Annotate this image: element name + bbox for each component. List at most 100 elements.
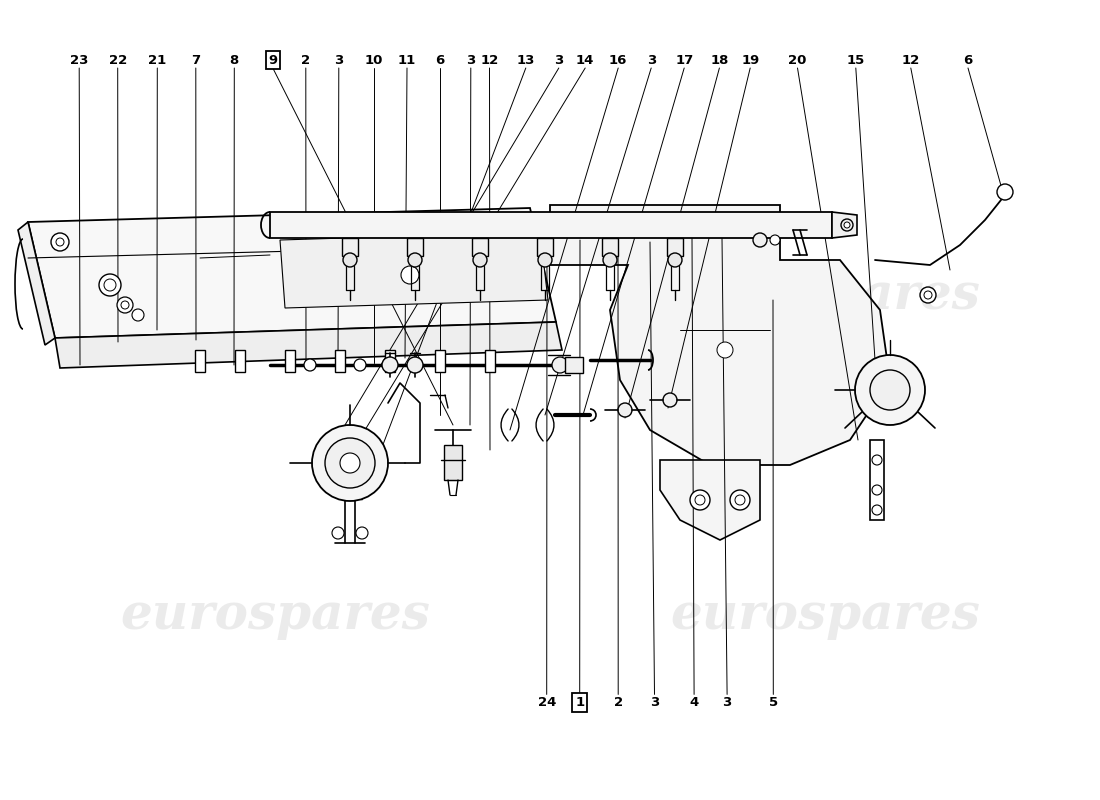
Circle shape [690, 490, 710, 510]
Text: 19: 19 [741, 54, 759, 66]
Text: 12: 12 [902, 54, 920, 66]
Circle shape [402, 266, 419, 284]
Text: 15: 15 [847, 54, 865, 66]
Circle shape [356, 527, 369, 539]
Circle shape [343, 253, 358, 267]
Text: 23: 23 [70, 54, 88, 66]
Bar [385, 350, 395, 372]
Text: 7: 7 [191, 54, 200, 66]
Text: 16: 16 [609, 54, 627, 66]
Circle shape [99, 274, 121, 296]
Circle shape [842, 219, 852, 231]
Circle shape [51, 233, 69, 251]
Circle shape [473, 253, 487, 267]
Bar [195, 350, 205, 372]
Text: 14: 14 [576, 54, 594, 66]
Text: 3: 3 [647, 54, 656, 66]
Circle shape [663, 393, 676, 407]
Circle shape [855, 355, 925, 425]
Circle shape [770, 235, 780, 245]
Text: 13: 13 [517, 54, 535, 66]
Text: 6: 6 [964, 54, 972, 66]
Polygon shape [472, 238, 488, 256]
Polygon shape [18, 222, 55, 345]
Text: eurospares: eurospares [670, 271, 980, 321]
Polygon shape [407, 238, 424, 256]
Circle shape [603, 253, 617, 267]
Circle shape [730, 490, 750, 510]
Text: 1: 1 [575, 696, 584, 709]
Text: eurospares: eurospares [120, 271, 430, 321]
Text: 2: 2 [614, 696, 623, 709]
Circle shape [872, 505, 882, 515]
Circle shape [324, 438, 375, 488]
Text: 10: 10 [365, 54, 383, 66]
Polygon shape [550, 205, 890, 465]
Circle shape [382, 357, 398, 373]
Bar [336, 350, 345, 372]
Polygon shape [342, 238, 358, 256]
Text: 8: 8 [230, 54, 239, 66]
Bar [434, 350, 446, 372]
Bar [870, 440, 884, 520]
Circle shape [552, 357, 568, 373]
Circle shape [332, 527, 344, 539]
Text: 24: 24 [538, 696, 556, 709]
Bar [565, 357, 583, 373]
Text: 3: 3 [650, 696, 659, 709]
Polygon shape [602, 238, 618, 256]
Circle shape [735, 495, 745, 505]
Polygon shape [537, 238, 553, 256]
Circle shape [668, 253, 682, 267]
Circle shape [920, 287, 936, 303]
Circle shape [354, 359, 366, 371]
Text: 17: 17 [675, 54, 693, 66]
Polygon shape [444, 445, 462, 480]
Text: 20: 20 [789, 54, 806, 66]
Text: 3: 3 [466, 54, 475, 66]
Polygon shape [28, 208, 556, 338]
Circle shape [104, 279, 116, 291]
Text: 6: 6 [436, 54, 444, 66]
Bar [235, 350, 245, 372]
Circle shape [312, 425, 388, 501]
Text: 3: 3 [334, 54, 343, 66]
Polygon shape [270, 212, 832, 238]
Text: 18: 18 [711, 54, 728, 66]
Text: 11: 11 [398, 54, 416, 66]
Circle shape [754, 233, 767, 247]
Circle shape [117, 297, 133, 313]
Circle shape [717, 342, 733, 358]
Text: 3: 3 [554, 54, 563, 66]
Polygon shape [667, 238, 683, 256]
Text: eurospares: eurospares [120, 591, 430, 641]
Circle shape [872, 485, 882, 495]
Text: 12: 12 [481, 54, 498, 66]
Circle shape [844, 222, 850, 228]
Bar [285, 350, 295, 372]
Circle shape [997, 184, 1013, 200]
Text: 2: 2 [301, 54, 310, 66]
Circle shape [56, 238, 64, 246]
Text: 9: 9 [268, 54, 277, 66]
Text: 4: 4 [690, 696, 698, 709]
Circle shape [538, 253, 552, 267]
Polygon shape [660, 460, 760, 540]
Circle shape [407, 357, 424, 373]
Text: 21: 21 [148, 54, 166, 66]
Text: 22: 22 [109, 54, 126, 66]
Circle shape [924, 291, 932, 299]
Text: eurospares: eurospares [670, 591, 980, 641]
Text: 5: 5 [769, 696, 778, 709]
Polygon shape [832, 212, 857, 238]
Circle shape [304, 359, 316, 371]
Polygon shape [280, 232, 548, 308]
Text: 3: 3 [723, 696, 732, 709]
Bar [485, 350, 495, 372]
Circle shape [132, 309, 144, 321]
Polygon shape [55, 322, 562, 368]
Circle shape [408, 253, 422, 267]
Circle shape [695, 495, 705, 505]
Circle shape [121, 301, 129, 309]
Circle shape [340, 453, 360, 473]
